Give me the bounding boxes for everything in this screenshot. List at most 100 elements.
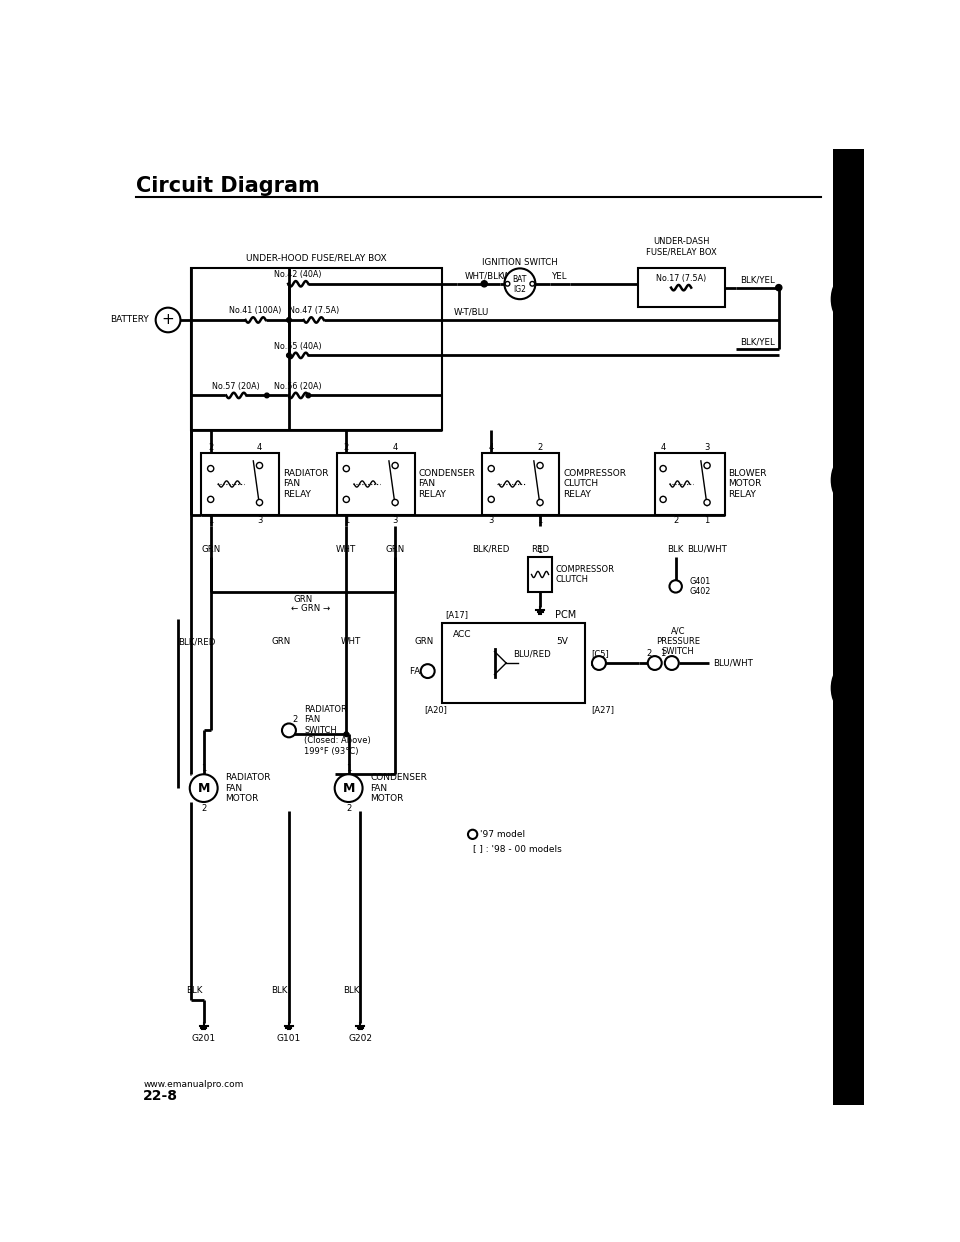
Text: [ ] : '98 - 00 models: [ ] : '98 - 00 models: [472, 843, 562, 853]
Text: 2: 2: [346, 804, 351, 812]
Circle shape: [660, 497, 666, 503]
Bar: [637, 268, 725, 307]
Circle shape: [392, 462, 398, 468]
Circle shape: [665, 656, 679, 669]
Circle shape: [265, 394, 269, 397]
Text: 4: 4: [257, 442, 262, 452]
Circle shape: [481, 281, 488, 287]
Bar: [442, 622, 585, 703]
Text: BLK/YEL: BLK/YEL: [740, 276, 775, 284]
Text: BAT: BAT: [513, 274, 527, 283]
Text: UNDER-HOOD FUSE/RELAY BOX: UNDER-HOOD FUSE/RELAY BOX: [246, 253, 387, 262]
Text: 4: 4: [660, 442, 665, 452]
Text: FAN C: FAN C: [410, 667, 436, 676]
Text: [A17]: [A17]: [445, 610, 468, 620]
Circle shape: [282, 723, 296, 738]
Text: G202: G202: [348, 1033, 372, 1043]
Text: BLK/RED: BLK/RED: [472, 545, 510, 554]
Circle shape: [156, 308, 180, 333]
Text: BLK: BLK: [186, 986, 203, 995]
Circle shape: [287, 318, 291, 322]
Text: 1: 1: [208, 517, 213, 525]
Text: YEL: YEL: [552, 272, 568, 281]
Text: 2: 2: [538, 442, 542, 452]
Circle shape: [537, 499, 543, 505]
Text: No.17 (7.5A): No.17 (7.5A): [656, 274, 707, 283]
Text: 2: 2: [201, 804, 206, 812]
Circle shape: [505, 282, 510, 286]
Text: [A27]: [A27]: [591, 705, 614, 714]
Text: ← GRN →: ← GRN →: [291, 604, 330, 614]
Text: 3: 3: [393, 517, 397, 525]
Text: 3: 3: [705, 442, 709, 452]
Text: No.42 (40A): No.42 (40A): [275, 270, 322, 279]
Text: 4: 4: [393, 442, 397, 452]
Circle shape: [190, 774, 218, 802]
Circle shape: [335, 774, 363, 802]
Text: No.55 (40A): No.55 (40A): [275, 342, 322, 350]
Text: BATTERY: BATTERY: [110, 315, 149, 324]
Text: BLU/RED: BLU/RED: [514, 650, 551, 658]
Circle shape: [504, 268, 536, 299]
Text: BLK: BLK: [343, 986, 359, 995]
Bar: [191, 268, 442, 430]
Text: COMPRESSOR
CLUTCH: COMPRESSOR CLUTCH: [556, 565, 614, 584]
Text: CONDENSER
FAN
MOTOR: CONDENSER FAN MOTOR: [371, 774, 427, 804]
Text: WHT: WHT: [341, 637, 361, 646]
Text: BLK/YEL: BLK/YEL: [740, 337, 775, 347]
Text: 22-8: 22-8: [143, 1089, 179, 1103]
Text: M: M: [198, 781, 210, 795]
Text: UNDER-DASH
FUSE/RELAY BOX: UNDER-DASH FUSE/RELAY BOX: [646, 237, 716, 256]
Text: 2: 2: [673, 517, 679, 525]
Bar: [202, 453, 278, 514]
Text: Circuit Diagram: Circuit Diagram: [135, 176, 320, 196]
Text: 1: 1: [538, 517, 542, 525]
Text: No.57 (20A): No.57 (20A): [212, 381, 260, 391]
Text: M: M: [343, 781, 355, 795]
Bar: [482, 453, 560, 514]
Text: 5V: 5V: [556, 637, 567, 646]
Circle shape: [256, 462, 263, 468]
Bar: [833, 149, 864, 1105]
Text: COMPRESSOR
CLUTCH
RELAY: COMPRESSOR CLUTCH RELAY: [564, 469, 626, 499]
Text: [C5]: [C5]: [591, 650, 610, 658]
Bar: [528, 558, 552, 591]
Text: A/C
PRESSURE
SWITCH: A/C PRESSURE SWITCH: [656, 626, 700, 656]
Text: www.emanualpro.com: www.emanualpro.com: [143, 1081, 244, 1089]
Text: '97 model: '97 model: [480, 830, 525, 838]
Circle shape: [530, 282, 535, 286]
Circle shape: [704, 499, 710, 505]
Text: GRN: GRN: [386, 545, 405, 554]
Circle shape: [660, 466, 666, 472]
Text: 3: 3: [489, 517, 493, 525]
Text: IG2: IG2: [514, 284, 526, 293]
Circle shape: [488, 497, 494, 503]
Circle shape: [207, 497, 214, 503]
Circle shape: [344, 732, 348, 737]
Text: RADIATOR
FAN
MOTOR: RADIATOR FAN MOTOR: [226, 774, 271, 804]
Circle shape: [344, 466, 349, 472]
Text: [A20]: [A20]: [424, 705, 446, 714]
Text: WHT/BLK: WHT/BLK: [465, 272, 504, 281]
Text: No.41 (100A): No.41 (100A): [229, 307, 282, 315]
Text: GRN: GRN: [201, 545, 220, 554]
Circle shape: [392, 499, 398, 505]
Text: 1: 1: [201, 764, 206, 773]
Text: 2: 2: [208, 442, 213, 452]
Bar: [337, 453, 415, 514]
Text: W-T/BLU: W-T/BLU: [453, 308, 489, 317]
Text: 4: 4: [489, 442, 493, 452]
Text: 2: 2: [293, 715, 298, 724]
Circle shape: [704, 462, 710, 468]
Text: WHT: WHT: [336, 545, 356, 554]
Text: GRN: GRN: [415, 637, 434, 646]
Text: RADIATOR
FAN
RELAY: RADIATOR FAN RELAY: [283, 469, 328, 499]
Circle shape: [256, 499, 263, 505]
Text: BLK: BLK: [272, 986, 288, 995]
Circle shape: [537, 462, 543, 468]
Text: BLU/WHT: BLU/WHT: [687, 545, 727, 554]
Ellipse shape: [830, 667, 854, 709]
Text: No.56 (20A): No.56 (20A): [275, 381, 322, 391]
Text: GRN: GRN: [271, 637, 290, 646]
Text: BLOWER
MOTOR
RELAY: BLOWER MOTOR RELAY: [729, 469, 767, 499]
